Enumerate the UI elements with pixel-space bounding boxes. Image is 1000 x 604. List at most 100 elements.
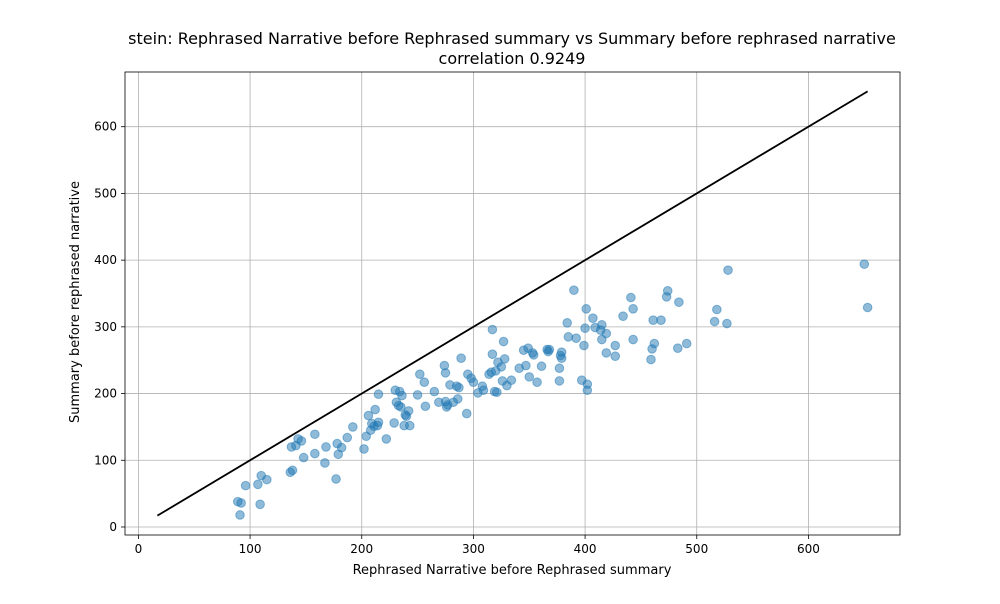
data-point bbox=[544, 344, 555, 355]
y-axis-label: Summary before rephrased narrative bbox=[68, 181, 83, 423]
data-point bbox=[569, 285, 579, 295]
data-point bbox=[554, 363, 565, 374]
data-point bbox=[397, 390, 407, 401]
data-point bbox=[562, 318, 573, 328]
data-point bbox=[468, 377, 479, 388]
data-point bbox=[859, 259, 870, 269]
x-tick-label: 300 bbox=[462, 542, 485, 556]
data-point bbox=[348, 422, 358, 432]
data-point bbox=[610, 340, 621, 351]
data-point bbox=[296, 436, 307, 446]
data-point bbox=[235, 510, 245, 520]
data-point bbox=[253, 479, 263, 490]
data-point bbox=[478, 385, 489, 396]
data-point bbox=[310, 429, 320, 440]
data-point bbox=[342, 432, 353, 443]
data-point bbox=[412, 390, 423, 400]
data-point bbox=[487, 349, 498, 360]
axes-frame bbox=[124, 71, 901, 536]
chart-title-line2: correlation 0.9249 bbox=[439, 49, 586, 68]
data-point bbox=[487, 324, 498, 335]
data-point bbox=[648, 315, 659, 325]
data-point bbox=[262, 474, 272, 485]
data-point bbox=[618, 311, 628, 321]
data-point bbox=[419, 377, 430, 388]
data-point bbox=[396, 402, 406, 412]
data-point bbox=[862, 302, 873, 313]
data-point bbox=[532, 377, 542, 388]
data-point bbox=[240, 480, 251, 491]
x-tick-label: 400 bbox=[574, 542, 597, 556]
chart-title-line1: stein: Rephrased Narrative before Rephra… bbox=[128, 29, 896, 48]
data-point bbox=[415, 369, 425, 380]
data-point bbox=[403, 406, 414, 416]
data-point bbox=[588, 313, 598, 323]
y-tick-label: 500 bbox=[94, 186, 117, 200]
data-point bbox=[581, 304, 592, 314]
x-axis-label: Rephrased Narrative before Rephrased sum… bbox=[353, 563, 672, 578]
data-point bbox=[580, 323, 590, 333]
data-point bbox=[381, 434, 392, 444]
x-tick-label: 500 bbox=[685, 542, 708, 556]
data-point bbox=[287, 465, 298, 476]
reference-line-group bbox=[156, 90, 869, 517]
data-point bbox=[456, 353, 466, 364]
data-point bbox=[506, 375, 517, 386]
data-point bbox=[404, 420, 415, 431]
data-point bbox=[563, 332, 574, 342]
data-point bbox=[255, 499, 265, 510]
data-point bbox=[321, 442, 331, 452]
data-point bbox=[359, 444, 369, 454]
data-point bbox=[681, 338, 692, 349]
x-tick-label: 0 bbox=[135, 542, 143, 556]
data-point bbox=[674, 297, 684, 307]
data-point bbox=[331, 474, 341, 484]
data-point bbox=[626, 292, 636, 303]
data-point bbox=[524, 372, 535, 382]
reference-line bbox=[156, 90, 869, 517]
data-point bbox=[420, 401, 431, 412]
data-point bbox=[556, 353, 567, 364]
data-point bbox=[363, 410, 374, 421]
data-point bbox=[610, 351, 621, 362]
data-point bbox=[310, 448, 320, 459]
data-point bbox=[554, 376, 565, 386]
x-tick-label: 200 bbox=[350, 542, 373, 556]
data-point bbox=[496, 362, 507, 372]
data-point bbox=[646, 354, 656, 365]
x-tick-label: 100 bbox=[239, 542, 262, 556]
data-point bbox=[582, 385, 593, 396]
data-point bbox=[521, 360, 531, 371]
data-point bbox=[454, 382, 464, 393]
data-point bbox=[709, 316, 720, 327]
grid bbox=[125, 72, 900, 535]
y-tick-label: 200 bbox=[94, 387, 117, 401]
y-tick-label: 0 bbox=[109, 520, 117, 534]
axis-ticks: 0 100 200 300 400 500 600 0 100 200 300 400 500 600 bbox=[94, 120, 820, 556]
y-tick-label: 100 bbox=[94, 453, 117, 467]
data-point bbox=[579, 340, 589, 351]
data-point bbox=[712, 304, 722, 315]
data-point bbox=[601, 328, 612, 339]
data-point bbox=[499, 354, 510, 364]
x-tick-label: 600 bbox=[797, 542, 820, 556]
data-point bbox=[429, 386, 440, 397]
data-point bbox=[628, 334, 638, 345]
data-point bbox=[723, 265, 733, 275]
data-point bbox=[498, 336, 509, 347]
data-point bbox=[298, 452, 309, 463]
data-point bbox=[649, 338, 660, 349]
data-points bbox=[232, 259, 873, 520]
data-point bbox=[370, 404, 380, 415]
data-point bbox=[452, 394, 463, 404]
data-point bbox=[656, 315, 666, 325]
data-point bbox=[373, 389, 384, 400]
data-point bbox=[722, 318, 732, 329]
data-point bbox=[528, 350, 539, 360]
data-point bbox=[492, 387, 502, 398]
data-point bbox=[236, 498, 246, 508]
data-point bbox=[461, 408, 472, 419]
data-point bbox=[320, 458, 330, 468]
